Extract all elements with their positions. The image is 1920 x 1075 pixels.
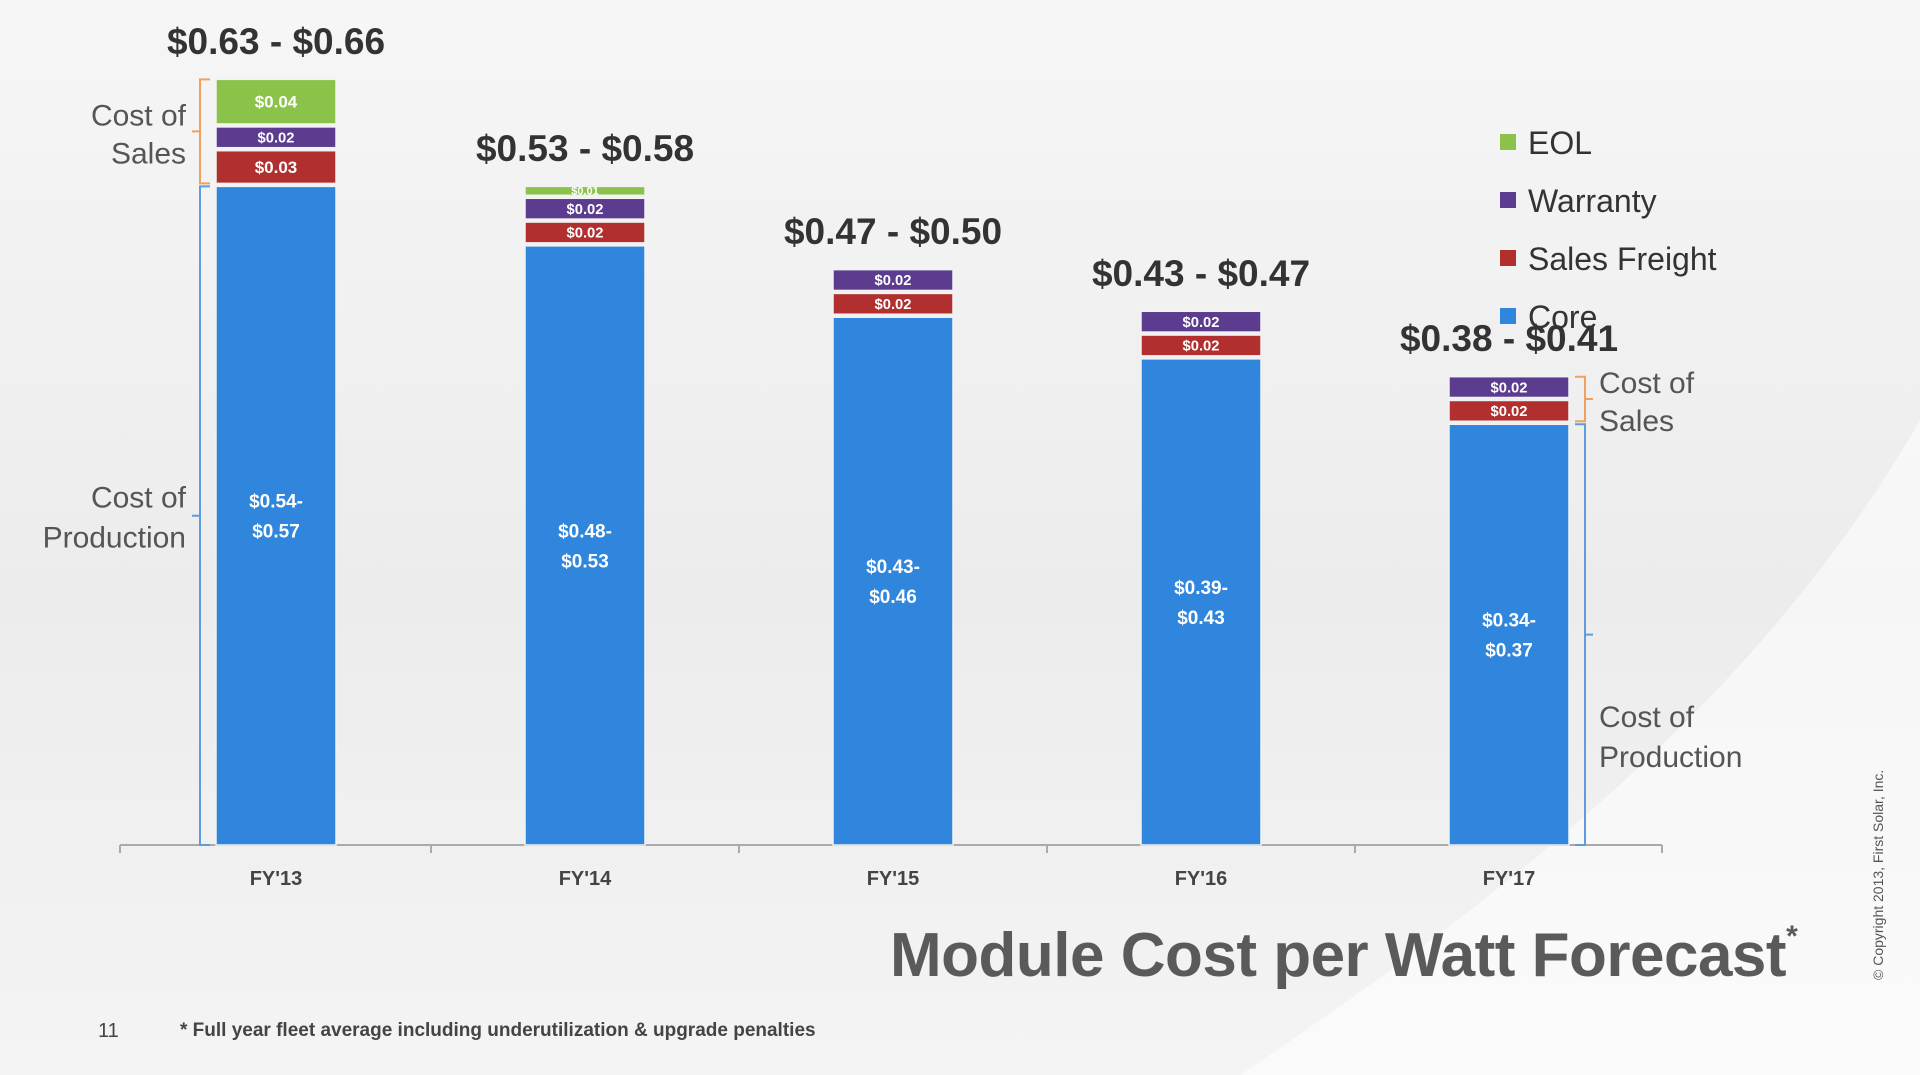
bar-data-label: $0.02 <box>1491 404 1528 420</box>
bar-segment-sales-freight <box>1140 334 1262 357</box>
copyright-notice: © Copyright 2013, First Solar, Inc. <box>1870 769 1886 980</box>
bar-data-label: $0.02 <box>1491 380 1528 396</box>
bar-segment-eol <box>524 185 646 197</box>
bar-data-label: $0.02 <box>875 273 912 289</box>
bar-data-label: $0.37 <box>1485 641 1533 662</box>
x-tick-label: FY'16 <box>1175 868 1228 890</box>
chart-title-text: Module Cost per Watt Forecast <box>890 921 1787 990</box>
chart-title-marker: * <box>1786 920 1798 953</box>
bar-total-label: $0.63 - $0.66 <box>167 21 385 62</box>
bar-segment-sales-freight <box>215 149 337 185</box>
bar-segment-warranty <box>1448 375 1570 399</box>
chart-title: Module Cost per Watt Forecast* <box>890 920 1798 991</box>
cost-of-sales-label: Cost of <box>1599 367 1695 400</box>
x-tick-label: FY'14 <box>559 868 612 890</box>
bar-data-label: $0.43 <box>1177 608 1225 629</box>
legend-label: Sales Freight <box>1528 241 1717 277</box>
bar-segment-core <box>832 316 954 846</box>
bar-segment-core <box>1448 423 1570 846</box>
legend-swatch <box>1500 308 1516 324</box>
bar-segment-eol <box>215 78 337 125</box>
cost-of-production-brace <box>1575 423 1593 846</box>
bar-segment-core <box>524 245 646 846</box>
bar-data-label: $0.43- <box>866 557 920 578</box>
bar-segment-sales-freight <box>1448 399 1570 423</box>
legend-label: Core <box>1528 299 1597 335</box>
bar-data-label: $0.03 <box>255 158 298 177</box>
bar-total-label: $0.53 - $0.58 <box>476 128 694 169</box>
bar-data-label: $0.48- <box>558 521 612 542</box>
bar-segment-warranty <box>1140 310 1262 333</box>
bar-data-label: $0.01 <box>571 186 599 198</box>
legend-label: EOL <box>1528 125 1592 161</box>
cost-of-sales-label: Sales <box>1599 405 1674 438</box>
cost-of-sales-brace <box>1575 375 1593 423</box>
bar-data-label: $0.02 <box>875 297 912 313</box>
legend-label: Warranty <box>1528 183 1657 219</box>
bar-segment-sales-freight <box>524 221 646 244</box>
bar-data-label: $0.34- <box>1482 611 1536 632</box>
bar-data-label: $0.46 <box>869 587 917 608</box>
legend-swatch <box>1500 250 1516 266</box>
x-tick-label: FY'13 <box>250 868 303 890</box>
footnote: * Full year fleet average including unde… <box>180 1020 816 1041</box>
cost-of-sales-label: Cost of <box>91 99 187 132</box>
legend-swatch <box>1500 192 1516 208</box>
bar-segment-sales-freight <box>832 292 954 315</box>
bar-segment-warranty <box>215 126 337 149</box>
bar-total-label: $0.47 - $0.50 <box>784 211 1002 252</box>
x-tick-label: FY'17 <box>1483 868 1536 890</box>
bar-total-label: $0.38 - $0.41 <box>1400 318 1618 359</box>
cost-of-sales-brace <box>192 78 210 185</box>
bar-data-label: $0.39- <box>1174 578 1228 599</box>
cost-of-production-brace <box>192 185 210 846</box>
page-number: 11 <box>98 1020 119 1042</box>
cost-of-production-label: Production <box>1599 741 1742 774</box>
cost-of-sales-label: Sales <box>111 137 186 170</box>
bar-data-label: $0.02 <box>567 226 604 242</box>
bar-data-label: $0.57 <box>252 522 300 543</box>
background-swoosh <box>1240 420 1920 1075</box>
legend-swatch <box>1500 134 1516 150</box>
cost-of-production-label: Production <box>43 522 186 555</box>
cost-of-production-label: Cost of <box>1599 701 1695 734</box>
bar-total-label: $0.43 - $0.47 <box>1092 253 1310 294</box>
bar-data-label: $0.02 <box>567 202 604 218</box>
bar-segment-warranty <box>524 197 646 220</box>
bar-data-label: $0.02 <box>258 130 295 146</box>
bar-data-label: $0.02 <box>1183 339 1220 355</box>
cost-of-production-label: Cost of <box>91 482 187 515</box>
bar-segment-core <box>1140 358 1262 846</box>
x-tick-label: FY'15 <box>867 868 920 890</box>
bar-data-label: $0.54- <box>249 492 303 513</box>
bar-data-label: $0.02 <box>1183 315 1220 331</box>
bar-segment-warranty <box>832 268 954 292</box>
bar-data-label: $0.04 <box>255 93 298 112</box>
bar-data-label: $0.53 <box>561 551 609 572</box>
bar-segment-core <box>215 185 337 846</box>
